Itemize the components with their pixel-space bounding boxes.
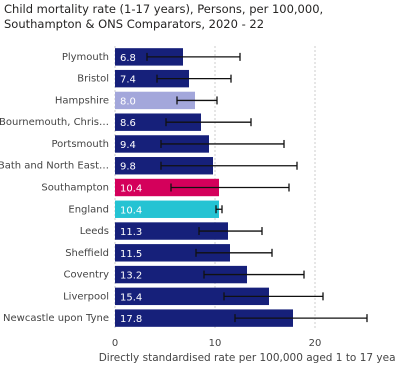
data-label: 9.4 [120,140,136,151]
error-bar [195,248,273,257]
data-label: 9.8 [120,162,136,173]
y-tick-label: Bristol [77,74,109,85]
error-bar [223,292,324,301]
bar [115,113,201,131]
error-bar [203,270,305,279]
data-label: 15.4 [120,292,142,303]
data-label: 17.8 [120,314,142,325]
data-label: 8.0 [120,96,136,107]
bar [115,244,230,262]
y-tick-label: Leeds [80,226,109,237]
x-tick-label: 20 [309,338,322,349]
x-axis-label: Directly standardised rate per 100,000 a… [99,352,396,364]
data-label: 11.5 [120,249,142,260]
y-tick-label: England [68,204,109,215]
x-tick-label: 0 [112,338,118,349]
y-tick-label: Plymouth [62,52,109,63]
error-bar [146,52,241,61]
y-tick-label: Coventry [64,270,110,281]
data-label: 11.3 [120,227,142,238]
y-tick-label: Bournemouth, Chris… [0,117,109,128]
data-label: 10.4 [120,205,142,216]
bar [115,200,219,218]
data-label: 8.6 [120,118,136,129]
bar [115,287,269,306]
data-label: 10.4 [120,184,142,195]
y-tick-label: Southampton [41,183,109,194]
bar [115,222,228,240]
error-bar [198,227,263,236]
error-bar [234,314,368,323]
data-label: 7.4 [120,75,136,86]
error-bar [156,74,232,83]
bar [115,178,219,197]
y-tick-label: Bath and North East… [0,161,109,172]
chart-title: Child mortality rate (1-17 years), Perso… [4,2,324,31]
error-bar [215,205,223,214]
error-bar [165,118,252,127]
y-tick-label: Newcastle upon Tyne [3,313,109,324]
error-bar [170,183,290,192]
y-tick-label: Hampshire [55,95,109,106]
x-tick-label: 10 [209,338,222,349]
data-label: 13.2 [120,271,142,282]
bar [115,91,195,110]
error-bar [176,96,218,105]
error-bar [160,161,298,170]
bar [115,309,293,327]
y-tick-label: Liverpool [63,291,109,302]
bar [115,265,247,284]
y-tick-label: Portsmouth [52,139,110,150]
bar [115,69,189,88]
data-label: 6.8 [120,53,136,64]
y-tick-label: Sheffield [65,248,109,259]
error-bar [160,139,285,148]
